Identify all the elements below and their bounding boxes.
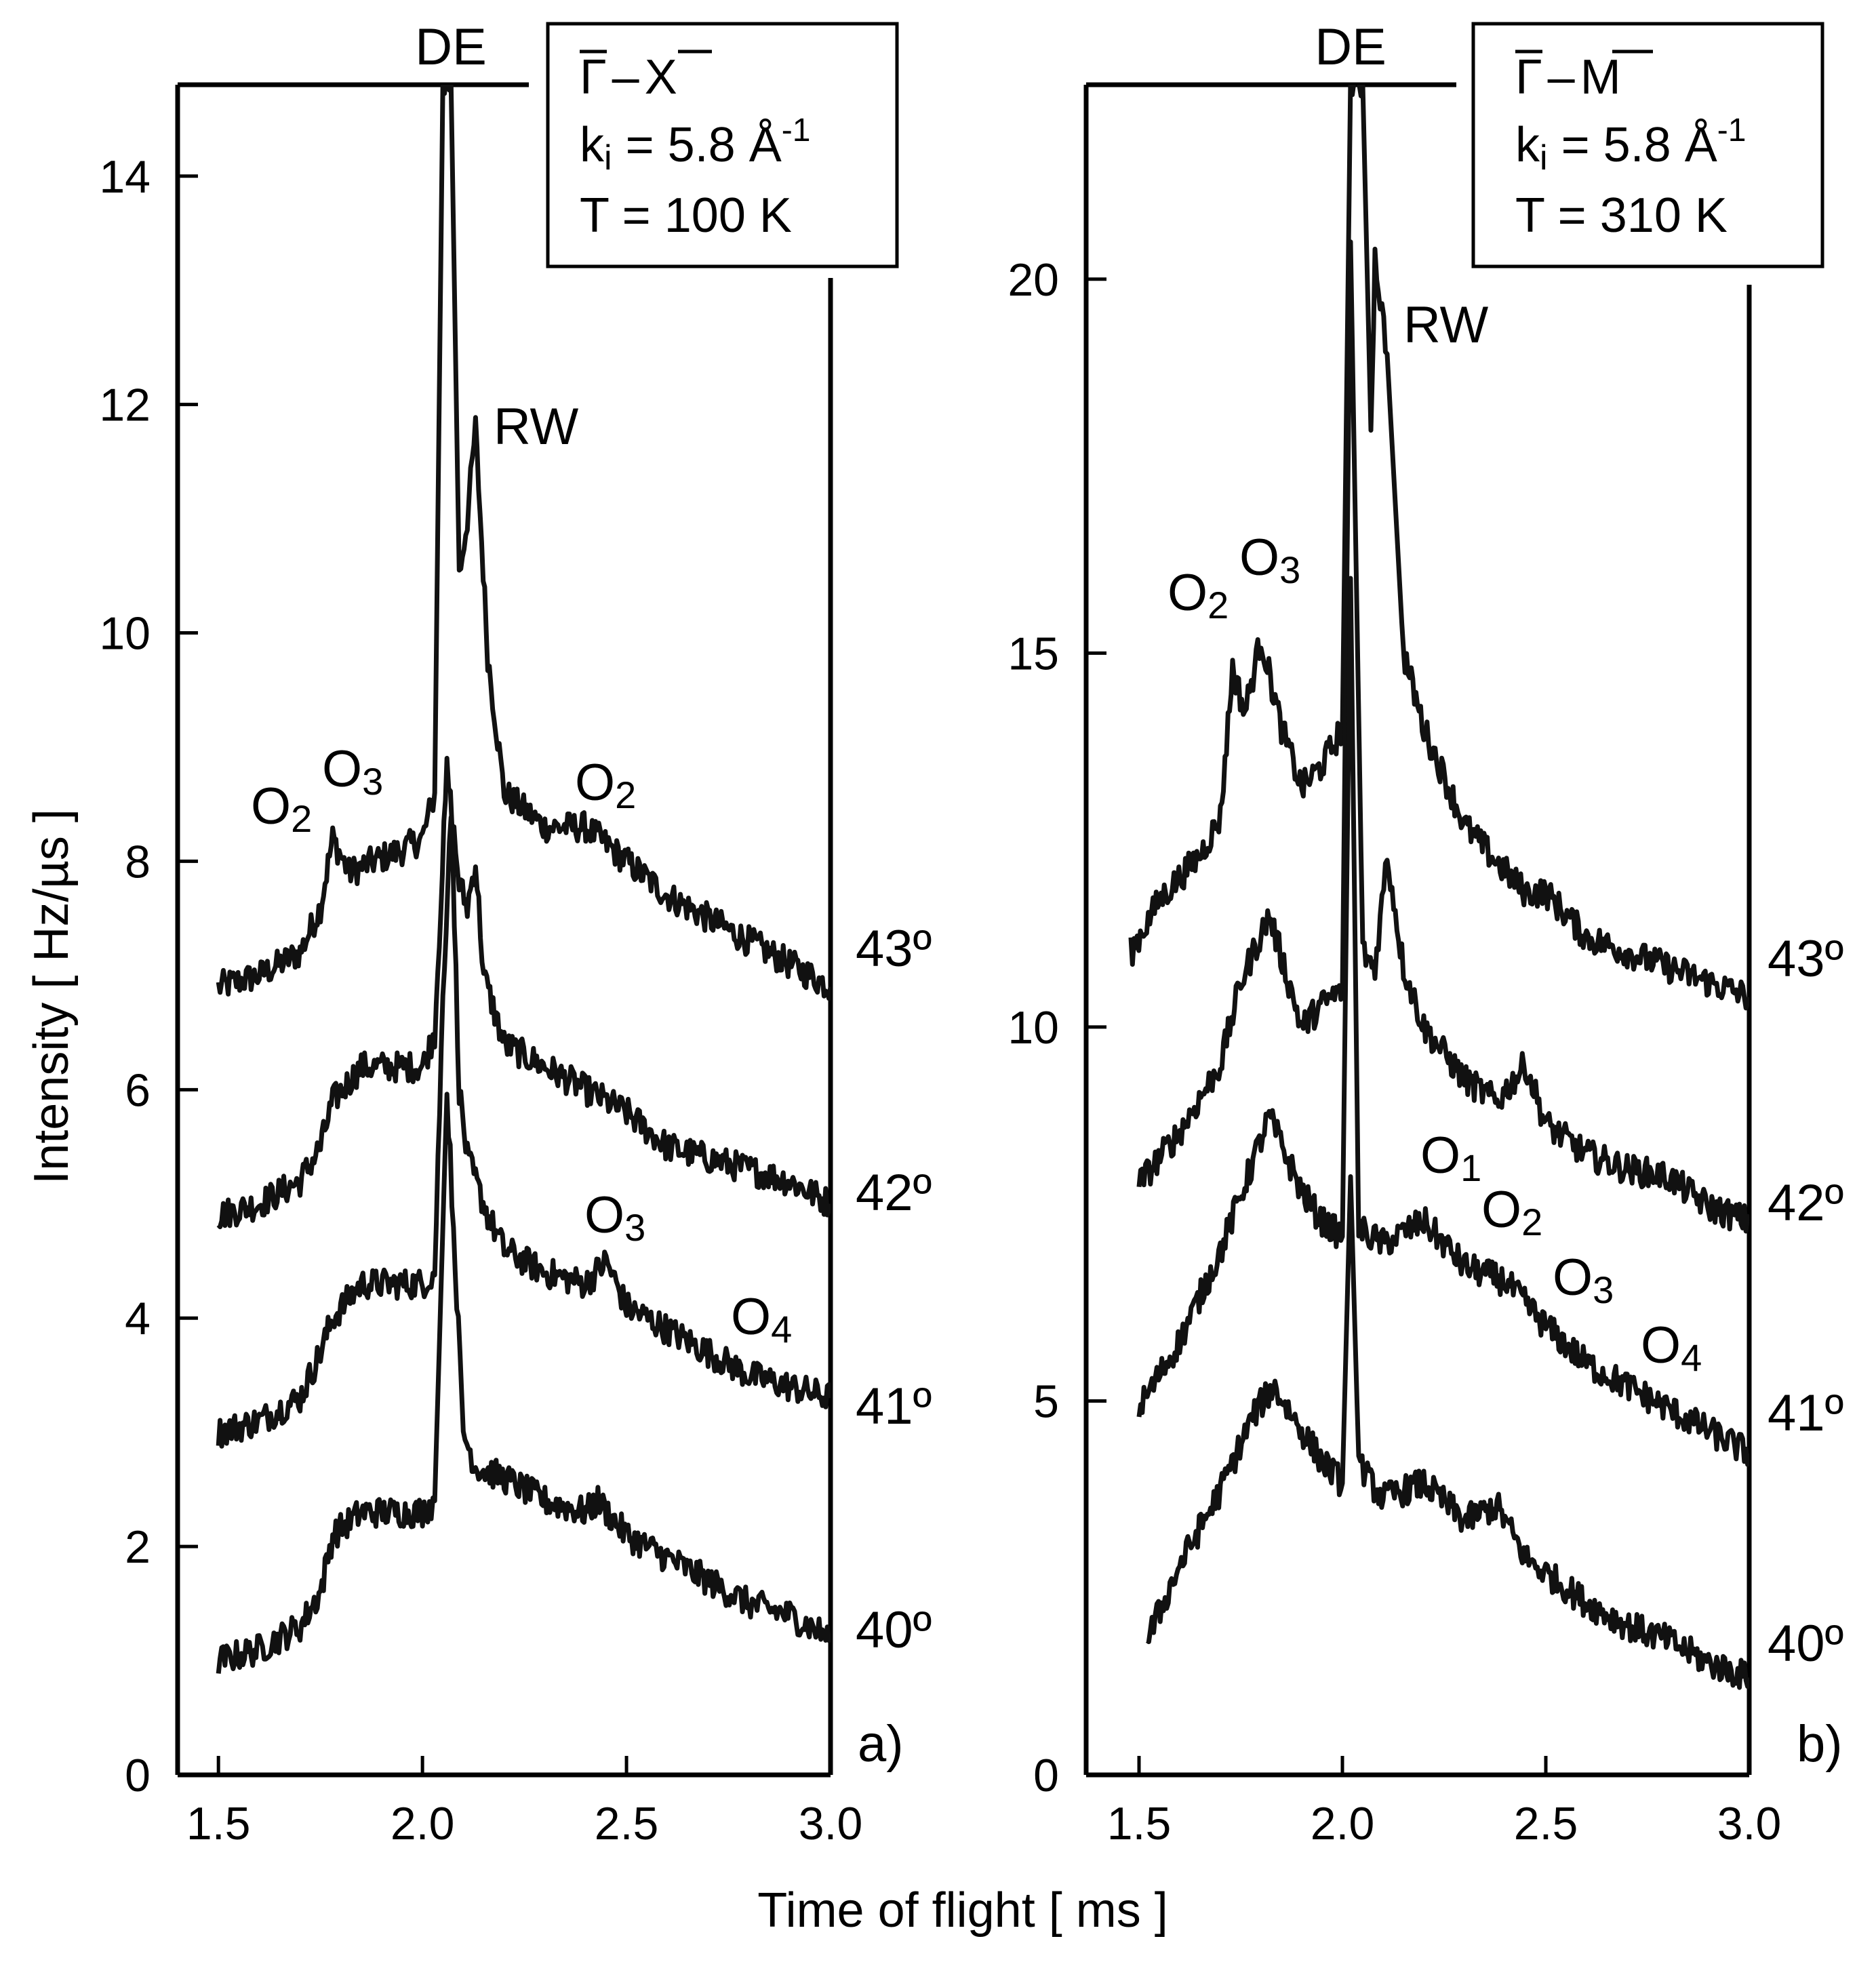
panel-b-direction-label: Γ – M (1515, 50, 1621, 104)
panel-a-rw-label: RW (494, 398, 579, 456)
panel-b-ytick-label-4: 20 (1007, 254, 1059, 306)
panel-b-ytick-label-2: 10 (1007, 1002, 1059, 1054)
panel-b-o3-right-label: O3 (1553, 1249, 1614, 1311)
panel-a-xtick-label-3: 3.0 (799, 1798, 863, 1849)
panel-a-ytick-label-3: 6 (125, 1064, 151, 1116)
panel-a-trace-42º (216, 755, 831, 1230)
panel-b-ytick-label-1: 5 (1033, 1376, 1059, 1427)
panel-a-ytick-label-6: 12 (99, 380, 151, 431)
panel-a-ytick-label-2: 4 (125, 1293, 151, 1344)
panel-b-ticks: 1.5 2.0 2.5 3.0 0 5 10 15 20 (1007, 254, 1781, 1849)
panel-b-trace-42º (1136, 239, 1749, 1234)
panel-b-xtick-label-1: 2.0 (1311, 1798, 1375, 1849)
panel-a-trace-41º (216, 814, 831, 1449)
panel-b-de-label: DE (1315, 18, 1386, 76)
x-axis-title: Time of flight [ ms ] (757, 1883, 1167, 1938)
panel-b-series-label-43: 43º (1768, 930, 1843, 988)
panel-b-ki-label: ki = 5.8 Å-1 (1515, 113, 1746, 178)
panel-a-direction-label: Γ – X (580, 50, 677, 104)
panel-a-ki-label: ki = 5.8 Å-1 (580, 113, 810, 178)
panel-b-o2-right-label: O2 (1481, 1181, 1542, 1243)
panel-a-trace-43º (216, 85, 831, 1001)
panel-a-ytick-label-0: 0 (125, 1750, 151, 1801)
panel-a-o4-right-label: O4 (731, 1288, 792, 1350)
panel-b-temperature-label: T = 310 K (1515, 188, 1728, 243)
panel-b-series-label-40: 40º (1768, 1615, 1843, 1673)
panel-a-xtick-label-0: 1.5 (186, 1798, 251, 1849)
panel-b-xtick-label-0: 1.5 (1107, 1798, 1172, 1849)
panel-a-de-label: DE (415, 18, 487, 76)
panel-b-trace-41º (1136, 576, 1749, 1467)
panel-a-info-box (546, 22, 899, 268)
panel-b-ytick-label-0: 0 (1033, 1750, 1059, 1801)
panel-a-ytick-label-7: 14 (99, 151, 151, 203)
panel-b-o3-left-label: O3 (1239, 529, 1300, 591)
panel-a-series-label-42: 42º (856, 1164, 932, 1222)
panel-b-info-box (1471, 22, 1824, 268)
panel-a-o3-right-label: O3 (584, 1186, 645, 1249)
panel-b-trace-43º (1128, 85, 1749, 1011)
panel-b: 1.5 2.0 2.5 3.0 0 5 10 15 20 Γ – M ki = 5.8 Å-1 T … (1007, 18, 1843, 1849)
panel-b-o1-label: O1 (1420, 1127, 1481, 1189)
panel-a-ytick-label-4: 8 (125, 836, 151, 887)
panel-a-panel-label: a) (858, 1715, 904, 1773)
panel-b-series-label-42: 42º (1768, 1174, 1843, 1232)
panel-a-ytick-label-1: 2 (125, 1521, 151, 1573)
panel-a-series-label-43: 43º (856, 920, 932, 978)
panel-b-traces (1128, 85, 1749, 1690)
panel-a-series-label-41: 41º (856, 1378, 932, 1435)
panel-b-series-label-41: 41º (1768, 1384, 1843, 1442)
panel-a-xtick-label-1: 2.0 (391, 1798, 455, 1849)
y-axis-title: Intensity [ Hz/µs ] (24, 809, 79, 1184)
panel-b-o2-left-label: O2 (1167, 564, 1229, 626)
panel-b-rw-label: RW (1403, 296, 1489, 354)
panel-b-o4-right-label: O4 (1641, 1317, 1702, 1379)
panel-a-traces (216, 85, 831, 1674)
panel-b-panel-label: b) (1797, 1715, 1843, 1773)
panel-a-ticks: 1.5 2.0 2.5 3.0 0 2 4 6 8 10 12 14 (99, 151, 862, 1849)
panel-b-ytick-label-3: 15 (1007, 628, 1059, 679)
panel-a-ytick-label-5: 10 (99, 608, 151, 660)
panel-a-o2-left-label: O2 (251, 778, 312, 840)
panel-a-temperature-label: T = 100 K (580, 188, 792, 243)
panel-a-o3-left-label: O3 (322, 740, 383, 803)
panel-a-o2-right-label: O2 (575, 754, 636, 816)
panel-a-series-label-40: 40º (856, 1601, 932, 1659)
panel-a-xtick-label-2: 2.5 (595, 1798, 659, 1849)
panel-b-trace-40º (1145, 1174, 1749, 1690)
panel-a-trace-40º (216, 1092, 831, 1674)
panel-b-xtick-label-2: 2.5 (1514, 1798, 1578, 1849)
panel-b-xtick-label-3: 3.0 (1717, 1798, 1782, 1849)
panel-a: 1.5 2.0 2.5 3.0 0 2 4 6 8 10 12 14 Γ – X ki = 5.8 Å-1… (99, 18, 932, 1849)
